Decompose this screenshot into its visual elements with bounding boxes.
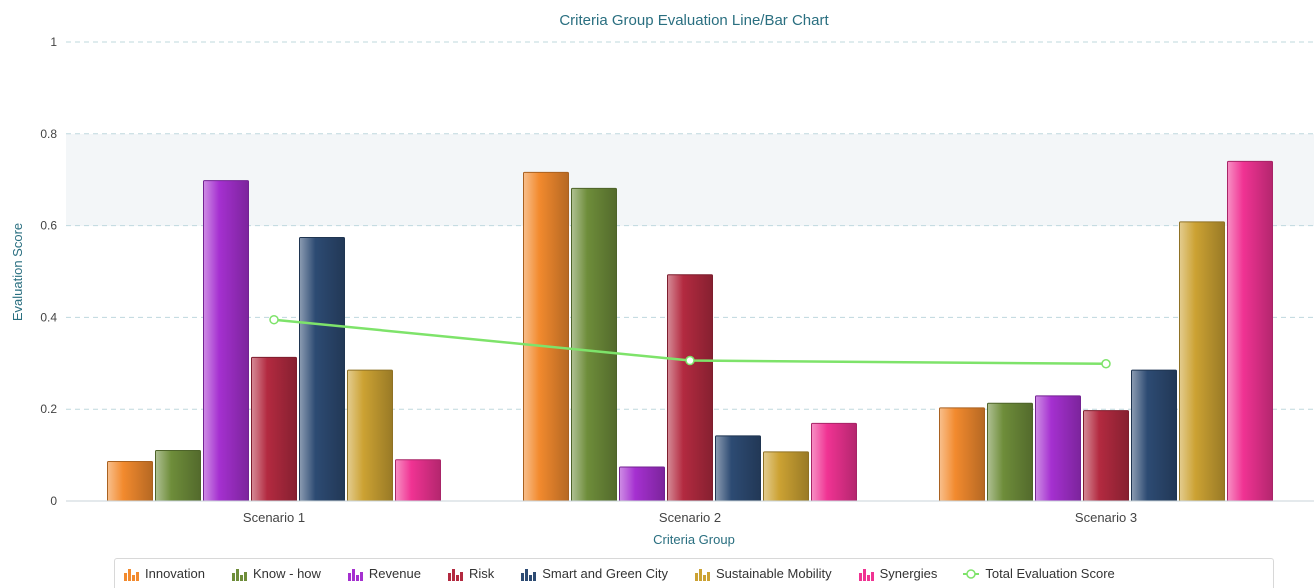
bar: [1227, 160, 1273, 502]
bar: [1035, 395, 1081, 502]
legend-item[interactable]: Smart and Green City: [520, 566, 668, 581]
chart-title: Criteria Group Evaluation Line/Bar Chart: [559, 12, 829, 29]
y-tick-label: 0.8: [40, 127, 57, 141]
legend-item[interactable]: Revenue: [347, 566, 421, 581]
bars-group: [107, 160, 1273, 502]
bar: [939, 407, 985, 502]
bar: [107, 461, 153, 502]
legend: Innovation Know - how Revenue Risk Smart and…: [114, 558, 1274, 588]
bar: [299, 237, 345, 502]
x-axis-title: Criteria Group: [653, 532, 735, 547]
y-axis-ticks: 0 0.2 0.4 0.6 0.8 1: [40, 35, 57, 508]
legend-label: Know - how: [253, 566, 321, 581]
total-score-point: [685, 355, 695, 366]
bar: [395, 459, 441, 502]
chart-canvas: Criteria Group Evaluation Line/Bar Chart…: [10, 12, 1314, 547]
bar-chart-icon: [694, 568, 710, 581]
line-marker-icon: [963, 568, 980, 579]
total-score-point: [269, 314, 279, 325]
legend-label: Synergies: [879, 566, 938, 581]
total-score-point: [1101, 359, 1111, 369]
legend-label: Total Evaluation Score: [985, 566, 1115, 581]
x-category-label: Scenario 1: [243, 510, 305, 525]
total-line-group: [269, 314, 1111, 369]
bar: [523, 171, 569, 502]
bar-chart-icon: [521, 568, 537, 581]
legend-label: Sustainable Mobility: [715, 566, 832, 581]
bar: [811, 422, 857, 502]
legend-item[interactable]: Synergies: [858, 566, 938, 581]
y-tick-label: 0.6: [40, 219, 57, 233]
bar: [1179, 221, 1225, 502]
bar: [763, 451, 809, 502]
plot-band: [66, 134, 1314, 226]
bar: [203, 180, 249, 502]
legend-label: Risk: [468, 566, 495, 581]
bar: [619, 466, 665, 502]
legend-label: Smart and Green City: [542, 566, 668, 581]
bar: [155, 450, 201, 502]
y-axis-title: Evaluation Score: [10, 223, 25, 321]
bar: [1131, 369, 1177, 502]
bar-chart-icon: [347, 568, 363, 581]
bar-chart-icon: [858, 568, 874, 581]
bar: [987, 402, 1033, 502]
y-tick-label: 0.2: [40, 402, 57, 416]
y-tick-label: 0.4: [40, 310, 57, 324]
bar-chart-icon: [124, 568, 139, 581]
legend-item[interactable]: Risk: [447, 566, 494, 581]
x-category-label: Scenario 3: [1075, 510, 1137, 525]
bar: [715, 435, 761, 502]
bar-chart-icon: [232, 568, 247, 581]
legend-item[interactable]: Total Evaluation Score: [963, 566, 1115, 581]
legend-label: Revenue: [368, 566, 421, 581]
y-tick-label: 1: [50, 35, 57, 49]
y-tick-label: 0: [50, 494, 57, 508]
legend-item[interactable]: Innovation: [123, 566, 205, 581]
x-category-label: Scenario 2: [659, 510, 721, 525]
legend-item[interactable]: Sustainable Mobility: [694, 566, 832, 581]
legend-label: Innovation: [145, 566, 205, 581]
legend-item[interactable]: Know - how: [231, 566, 321, 581]
x-axis-categories: Scenario 1 Scenario 2 Scenario 3: [243, 510, 1137, 525]
bar: [1083, 410, 1129, 502]
bar: [347, 369, 393, 502]
bar: [251, 356, 297, 502]
bar: [571, 187, 617, 502]
bar-chart-icon: [447, 568, 463, 581]
bar: [667, 274, 713, 502]
